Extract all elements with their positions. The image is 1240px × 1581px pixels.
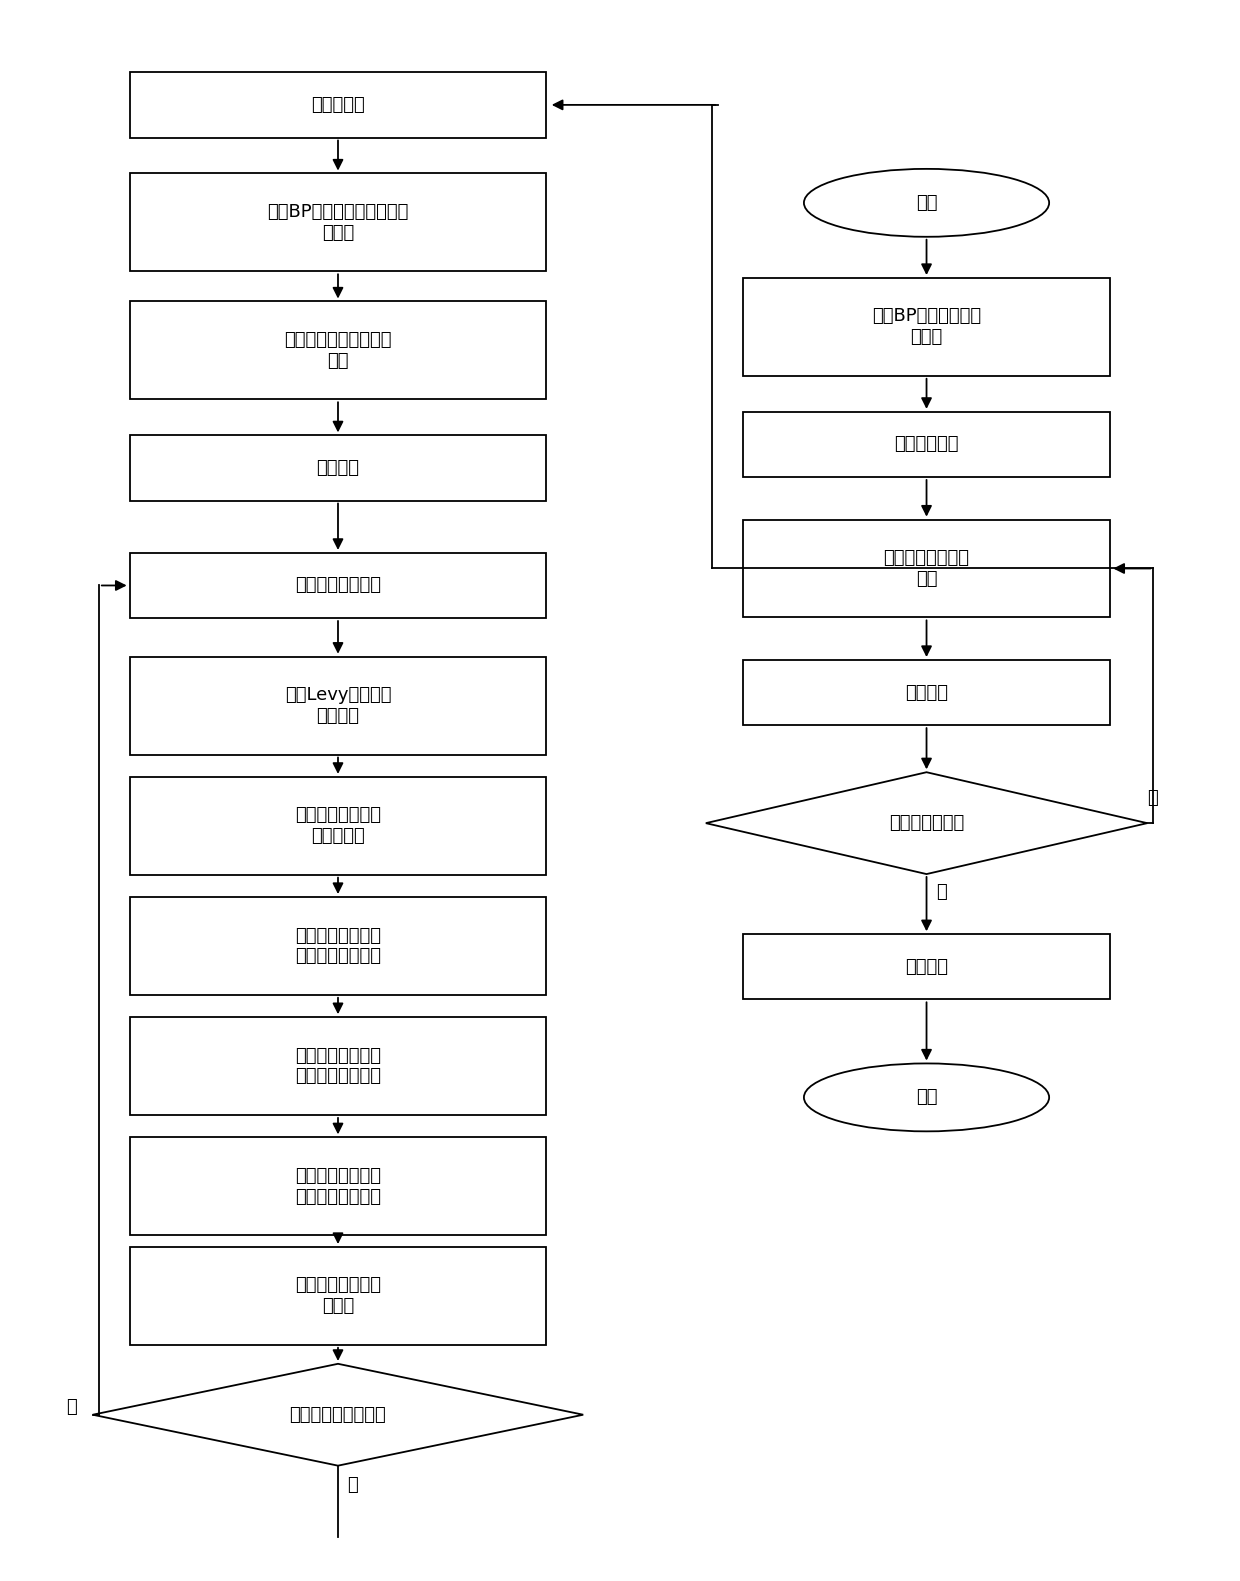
Text: 生成BP神经网络的初始权阈
值参数: 生成BP神经网络的初始权阈 值参数 [268, 202, 409, 242]
FancyBboxPatch shape [743, 411, 1111, 477]
Text: 评估解的质量并保
留好的解及适应度: 评估解的质量并保 留好的解及适应度 [295, 1167, 381, 1206]
FancyBboxPatch shape [129, 1247, 547, 1345]
Text: 显示输出: 显示输出 [905, 958, 949, 975]
Text: 结束: 结束 [916, 1088, 937, 1107]
Ellipse shape [804, 169, 1049, 237]
FancyBboxPatch shape [743, 520, 1111, 618]
Text: 确定BP神经网络的拓
扑结构: 确定BP神经网络的拓 扑结构 [872, 307, 981, 346]
Text: 保留最优解及最佳
适应度: 保留最优解及最佳 适应度 [295, 1276, 381, 1315]
Text: 评估解的质量并保
留好的解及适应度: 评估解的质量并保 留好的解及适应度 [295, 926, 381, 966]
Text: 输入样本数据: 输入样本数据 [894, 435, 959, 454]
Text: 迭代停止条件满足？: 迭代停止条件满足？ [290, 1406, 387, 1424]
FancyBboxPatch shape [129, 435, 547, 501]
Text: 利用Levy飞行进行
解的更新: 利用Levy飞行进行 解的更新 [285, 686, 392, 726]
Text: 对当前最优解进行
非均匀变异: 对当前最优解进行 非均匀变异 [295, 806, 381, 846]
FancyBboxPatch shape [129, 1137, 547, 1235]
Polygon shape [93, 1364, 583, 1466]
Text: 获得最优的权阈值
参数: 获得最优的权阈值 参数 [884, 549, 970, 588]
FancyBboxPatch shape [129, 776, 547, 874]
FancyBboxPatch shape [129, 1017, 547, 1115]
Text: 利用偏好随机游走
再次进行解的更新: 利用偏好随机游走 再次进行解的更新 [295, 1047, 381, 1086]
Text: 否: 否 [1147, 789, 1158, 808]
FancyBboxPatch shape [743, 659, 1111, 726]
FancyBboxPatch shape [129, 896, 547, 994]
Text: 是: 是 [347, 1477, 358, 1494]
Text: 开始: 开始 [916, 194, 937, 212]
Text: 生成两个控制参数: 生成两个控制参数 [295, 577, 381, 594]
Ellipse shape [804, 1064, 1049, 1132]
FancyBboxPatch shape [129, 302, 547, 400]
FancyBboxPatch shape [743, 934, 1111, 999]
FancyBboxPatch shape [129, 553, 547, 618]
FancyBboxPatch shape [129, 73, 547, 138]
FancyBboxPatch shape [129, 174, 547, 272]
Text: 是: 是 [936, 884, 946, 901]
FancyBboxPatch shape [743, 278, 1111, 376]
Text: 迭代开始: 迭代开始 [316, 458, 360, 477]
Polygon shape [706, 772, 1147, 874]
FancyBboxPatch shape [129, 656, 547, 754]
Text: 训练网络: 训练网络 [905, 683, 949, 702]
Text: 记录最佳的适应度和最
优解: 记录最佳的适应度和最 优解 [284, 330, 392, 370]
Text: 否: 否 [66, 1398, 77, 1417]
Text: 参数初始化: 参数初始化 [311, 96, 365, 114]
Text: 终止条件满足？: 终止条件满足？ [889, 814, 965, 832]
